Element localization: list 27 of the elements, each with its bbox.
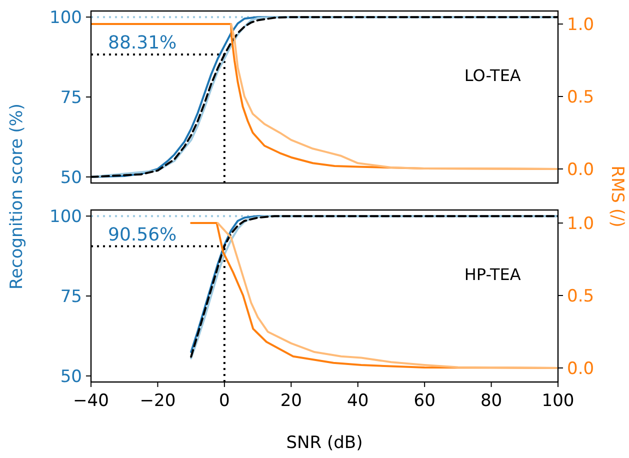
- annotation: LO-TEA: [464, 66, 521, 85]
- y-tick-label: 100: [50, 207, 82, 228]
- x-tick-label: 80: [480, 391, 502, 411]
- x-tick-label: −40: [73, 391, 109, 411]
- y-axis-title: Recognition score (%): [7, 103, 27, 290]
- y2-axis-title: RMS (/): [607, 166, 627, 228]
- y-tick-label: 75: [60, 286, 82, 307]
- x-axis-title: SNR (dB): [286, 433, 363, 453]
- x-tick-label: 60: [414, 391, 436, 411]
- x-tick-label: 0: [219, 391, 230, 411]
- x-tick-label: −20: [140, 391, 176, 411]
- y2-tick-label: 0.0: [567, 358, 594, 379]
- y2-tick-label: 0.5: [567, 87, 594, 108]
- x-tick-label: 20: [280, 391, 302, 411]
- y2-tick-label: 1.0: [567, 214, 594, 234]
- x-tick-label: 40: [347, 391, 369, 411]
- y-tick-label: 100: [50, 8, 82, 28]
- y-tick-label: 75: [60, 88, 82, 108]
- y2-tick-label: 0.0: [567, 160, 594, 180]
- y-tick-label: 50: [60, 366, 82, 387]
- x-tick-label: 100: [542, 391, 574, 411]
- annotation: HP-TEA: [464, 265, 521, 284]
- y-tick-label: 50: [60, 168, 82, 188]
- ref-line-label: 88.31%: [108, 32, 177, 54]
- ref-line-label: 90.56%: [108, 224, 177, 246]
- y2-tick-label: 0.5: [567, 286, 594, 306]
- y2-tick-label: 1.0: [567, 14, 594, 35]
